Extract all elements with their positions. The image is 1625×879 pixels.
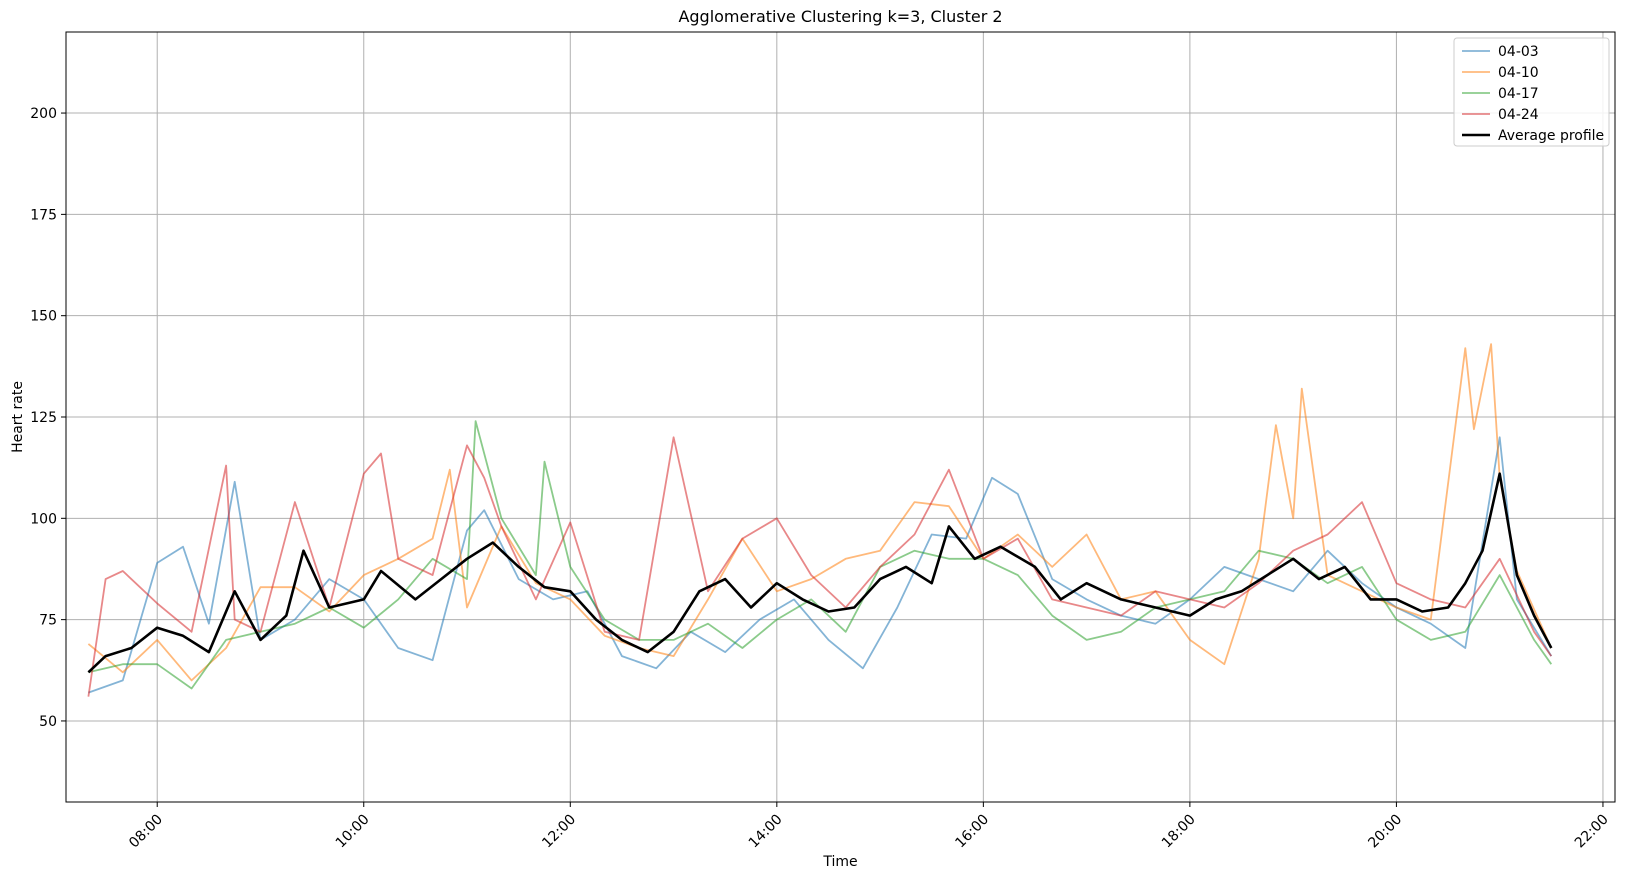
grid bbox=[66, 32, 1615, 802]
y-axis-ticks: 50 75 100 125 150 175 200 bbox=[30, 106, 66, 730]
legend: 04-03 04-10 04-17 04-24 Average profile bbox=[1453, 37, 1610, 147]
legend-label: Average profile bbox=[1498, 128, 1604, 144]
y-tick-label: 125 bbox=[30, 410, 57, 426]
x-axis-label: Time bbox=[822, 854, 857, 870]
series-line-2 bbox=[87, 343, 1553, 682]
y-tick-label: 200 bbox=[30, 106, 57, 122]
y-axis-label: Heart rate bbox=[10, 381, 26, 453]
series-line-5 bbox=[87, 472, 1553, 674]
series-lines bbox=[87, 343, 1553, 697]
legend-label: 04-17 bbox=[1498, 86, 1539, 102]
y-tick-label: 175 bbox=[30, 207, 57, 223]
series-line-4 bbox=[87, 436, 1553, 697]
y-tick-label: 50 bbox=[39, 714, 57, 730]
y-tick-label: 150 bbox=[30, 309, 57, 325]
chart-title: Agglomerative Clustering k=3, Cluster 2 bbox=[678, 7, 1002, 26]
y-tick-label: 100 bbox=[30, 511, 57, 527]
legend-label: 04-03 bbox=[1498, 44, 1539, 60]
legend-label: 04-10 bbox=[1498, 65, 1539, 81]
legend-label: 04-24 bbox=[1498, 107, 1539, 123]
legend-box bbox=[1453, 37, 1610, 147]
y-tick-label: 75 bbox=[39, 613, 57, 629]
